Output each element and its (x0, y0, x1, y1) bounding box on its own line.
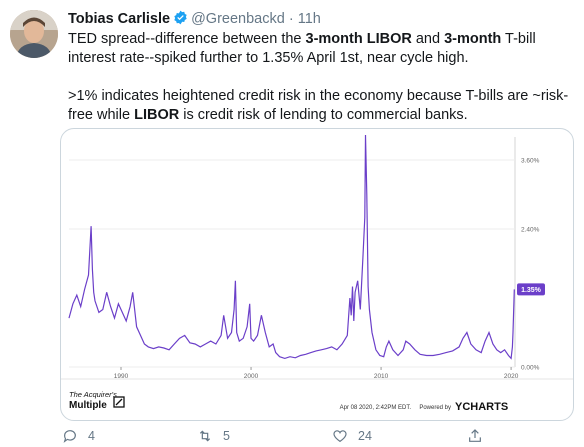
tweet-paragraph-1: TED spread--difference between the 3-mon… (68, 30, 578, 68)
retweet-count: 5 (223, 429, 230, 443)
logo-top-text: The Acquirer's (69, 390, 117, 399)
text-run: >1% indicates heightened credit risk in … (68, 88, 569, 123)
logo-box-icon (113, 396, 125, 408)
author-name[interactable]: Tobias Carlisle (68, 11, 171, 27)
tweet-actions: 4 5 24 (62, 428, 582, 444)
verified-badge-icon (174, 10, 187, 25)
like-count: 24 (358, 429, 372, 443)
x-tick-label: 2000 (244, 373, 259, 380)
share-button[interactable] (467, 428, 483, 444)
text-run: T-bill interest rate--spiked further to … (68, 31, 536, 66)
end-value-badge: 1.35% (517, 283, 545, 296)
x-tick-label: 2020 (504, 373, 519, 380)
end-badge-bg (517, 283, 545, 296)
logo-bottom-text: Multiple (69, 400, 107, 411)
text-run: TED spread--difference between the (68, 31, 306, 47)
text-run: and (411, 31, 445, 47)
x-tick-label: 1990 (114, 373, 129, 380)
reply-icon (63, 430, 76, 443)
retweet-button[interactable]: 5 (197, 428, 230, 444)
bold-text: 3-month (444, 31, 502, 47)
bold-text: LIBOR (134, 107, 180, 123)
reply-button[interactable]: 4 (62, 428, 95, 444)
tweet-time[interactable]: 11h (297, 11, 321, 27)
like-button[interactable]: 24 (332, 428, 372, 444)
tweet-paragraph-2: >1% indicates heightened credit risk in … (68, 87, 578, 125)
y-tick-label: 3.60% (521, 158, 540, 165)
author-handle[interactable]: @Greenbackd (191, 11, 285, 27)
heart-icon (333, 430, 347, 443)
separator-dot: · (288, 11, 294, 27)
end-badge-label: 1.35% (521, 287, 542, 294)
tweet-text: TED spread--difference between the 3-mon… (68, 30, 578, 125)
series-line (68, 134, 515, 360)
powered-by-text: Powered by (419, 405, 451, 411)
chart-date: Apr 08 2020, 2:42PM EDT. (340, 405, 412, 411)
x-tick-label: 2010 (374, 373, 389, 380)
ted-spread-chart: 1990 2000 2010 2020 3.60% 2.40% 0.00% 1.35% T… (61, 134, 573, 413)
retweet-icon (199, 430, 211, 442)
bold-text: 3-month LIBOR (305, 31, 412, 47)
chart-card[interactable]: 1990 2000 2010 2020 3.60% 2.40% 0.00% 1.35% T… (60, 128, 574, 421)
text-run: is credit risk of lending to commercial … (179, 107, 468, 123)
reply-count: 4 (88, 429, 95, 443)
tweet-header: Tobias Carlisle @Greenbackd · 11h (68, 10, 321, 28)
avatar[interactable] (10, 10, 58, 58)
y-tick-label: 2.40% (521, 227, 540, 234)
y-tick-label: 0.00% (521, 365, 540, 372)
share-icon (469, 429, 481, 442)
ycharts-logo: YCHARTS (455, 401, 508, 413)
